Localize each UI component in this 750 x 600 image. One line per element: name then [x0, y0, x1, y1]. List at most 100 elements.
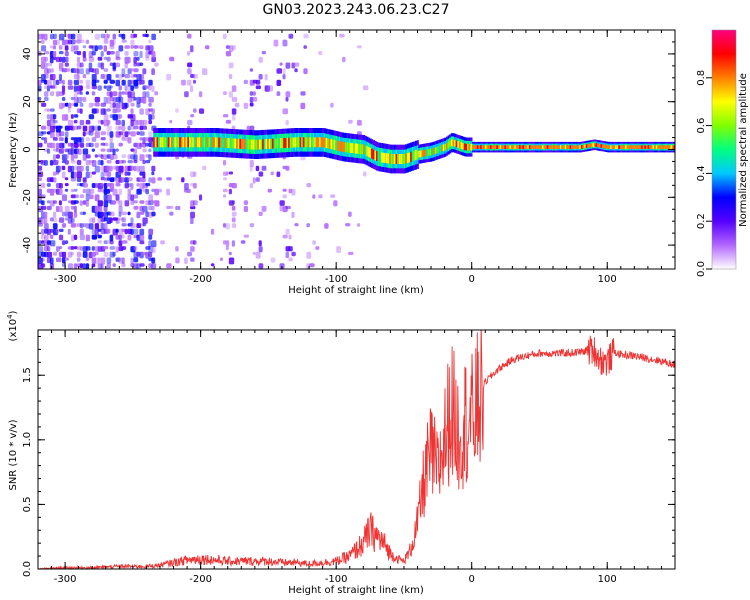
spectrogram-cell — [91, 160, 97, 167]
spectrogram-cell — [94, 96, 101, 103]
spectrogram-cell — [142, 91, 146, 98]
spectrogram-cell — [288, 246, 293, 252]
spectrogram-cell — [130, 131, 136, 137]
spectrogram-cell — [58, 246, 63, 250]
spectrogram-ridge-cell — [538, 145, 541, 149]
spectrogram-cell — [231, 85, 237, 92]
spectrogram-ridge-cell — [502, 145, 506, 149]
spectrogram-cell — [118, 114, 123, 119]
spectrogram-cell — [348, 211, 352, 217]
spectrogram-cell — [225, 51, 232, 57]
spectrogram-ridge-cell — [662, 145, 665, 149]
spectrogram-cell — [109, 211, 115, 217]
spectrogram-cell — [142, 125, 147, 130]
spectrogram-ridge-cell — [322, 137, 325, 148]
spectrogram-cell — [282, 39, 288, 47]
spectrogram-cell — [77, 269, 81, 275]
spectrogram-cell — [112, 148, 116, 156]
spectrogram-cell — [133, 125, 139, 130]
spectrogram-cell — [67, 263, 73, 269]
spectrogram-cell — [121, 33, 126, 40]
spectrogram-ridge — [153, 128, 675, 174]
spectrogram-cell — [97, 125, 101, 131]
spectrogram-cell — [73, 142, 79, 148]
spectrogram-cell — [94, 165, 101, 173]
spectrogram-cell — [193, 200, 198, 206]
spectrogram-ridge-cell — [270, 138, 273, 149]
spectrogram-cell — [225, 223, 230, 230]
spectrogram-cell — [148, 205, 153, 211]
spectrogram-ridge-cell — [164, 137, 167, 148]
spectrogram-cell — [100, 148, 106, 152]
spectrogram-ridge-cell — [382, 152, 385, 163]
spectrogram-cell — [109, 85, 113, 89]
spectrogram-cell — [64, 211, 69, 217]
spectrogram-cell — [73, 96, 79, 104]
spectrogram-cell — [88, 102, 94, 108]
spectrogram-ridge-cell — [254, 139, 257, 150]
spectrogram-cell — [73, 188, 78, 192]
spectrogram-cell — [109, 39, 114, 47]
spectrogram-cell — [121, 223, 127, 227]
spectrogram-cell — [157, 177, 163, 181]
spectrogram-ridge-cell — [532, 145, 535, 149]
spectrogram-cell — [222, 240, 227, 245]
spectrogram-ridge-cell — [567, 145, 571, 149]
spectrogram-cell — [139, 51, 143, 58]
spectrogram-cell — [85, 246, 91, 251]
spectrogram-ridge-cell — [167, 137, 170, 148]
spectrogram-cell — [130, 125, 135, 131]
spectrogram-cell — [124, 62, 128, 69]
colorbar: 0.0 0.2 0.4 0.6 0.8 Normalized spectral ampl… — [696, 29, 749, 277]
spectrogram-ridge-cell — [385, 153, 388, 164]
spectrogram-cell — [166, 74, 172, 81]
spectrogram-cell — [49, 131, 55, 139]
spectrogram-cell — [243, 79, 248, 85]
spectrogram-cell — [151, 33, 156, 41]
spectrogram-cell — [139, 137, 143, 141]
spectrogram-cell — [166, 177, 172, 181]
spectrogram-cell — [55, 257, 62, 263]
spectrogram-cell — [58, 33, 65, 41]
spectrogram-ridge-cell — [618, 145, 621, 149]
spectrogram-cell — [116, 269, 121, 274]
spectrogram-ridge-cell — [672, 145, 675, 149]
spectrogram-ridge-cell — [293, 137, 296, 148]
spectrogram-ridge-cell — [488, 145, 491, 149]
spectrogram-cell — [109, 177, 115, 183]
spectrogram-cell — [160, 240, 165, 245]
spectrogram-ridge-cell — [218, 137, 221, 148]
spectrogram-cell — [318, 51, 323, 56]
spectrogram-ridge-cell — [367, 146, 371, 157]
spectrogram-cell — [38, 251, 42, 258]
x-tick-label: -100 — [325, 574, 348, 585]
spectrogram-ridge-cell — [524, 145, 527, 149]
spectrogram-ridge-cell — [611, 145, 614, 149]
spectrogram-cell — [70, 217, 75, 223]
spectrogram-cell — [91, 228, 96, 235]
spectrogram-cell — [294, 62, 300, 67]
spectrogram-ridge-cell — [229, 138, 232, 149]
spectrogram-cell — [106, 85, 112, 91]
spectrogram-cell — [300, 91, 306, 96]
spectrogram-cell — [190, 257, 195, 262]
spectrogram-cell — [73, 205, 77, 213]
spectrogram-cell — [64, 154, 69, 159]
spectrogram-cell — [294, 223, 299, 227]
spectrogram-y-ticks: -40 -20 0 20 40 — [22, 29, 675, 270]
spectrogram-ridge-cell — [215, 137, 218, 148]
spectrogram-ridge-cell — [620, 145, 623, 149]
spectrogram-cell — [222, 114, 229, 118]
x-tick-label: -200 — [189, 574, 212, 585]
spectrogram-cell — [82, 251, 88, 258]
spectrogram-ridge-cell — [389, 153, 392, 164]
spectrogram-cell — [231, 96, 238, 102]
spectrogram-ridge-cell — [571, 145, 574, 149]
spectrogram-ridge-cell — [172, 137, 175, 148]
spectrogram-ridge-cell — [380, 152, 384, 163]
spectrogram-cell — [142, 205, 148, 213]
spectrogram-cell — [225, 240, 230, 247]
spectrogram-cell — [184, 91, 189, 98]
spectrogram-cell — [41, 33, 45, 40]
